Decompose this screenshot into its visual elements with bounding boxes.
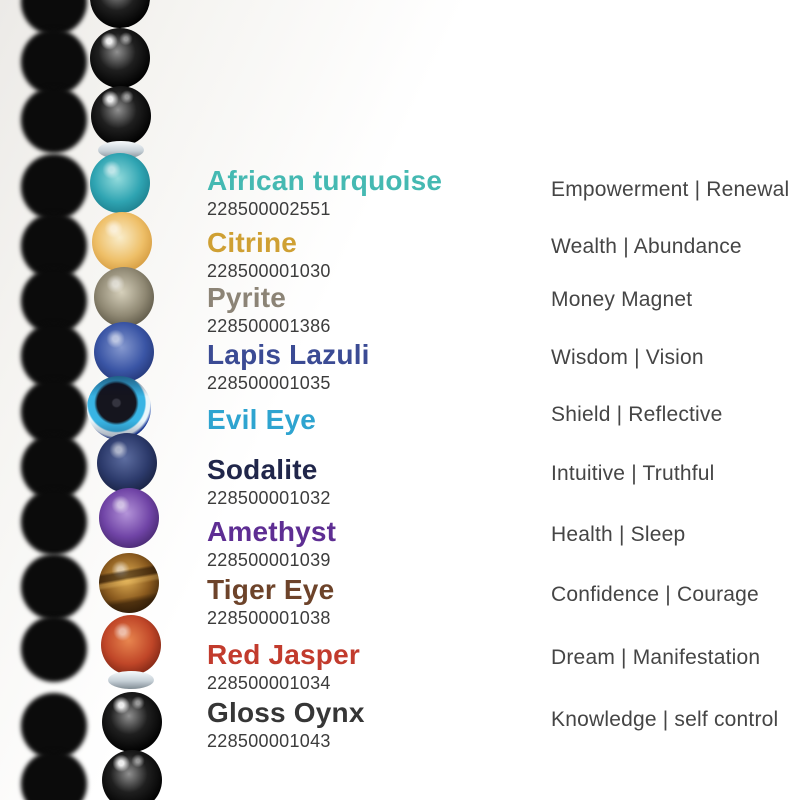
black-onyx-bead <box>90 28 150 88</box>
stone-row-lapis-lazuli: Lapis Lazuli 228500001035 <box>207 339 370 393</box>
bead-shadow <box>21 489 87 555</box>
black-onyx-bead <box>91 86 151 146</box>
stone-meaning: Empowerment | Renewal <box>551 178 790 201</box>
stone-row-red-jasper: Red Jasper 228500001034 <box>207 639 360 693</box>
black-onyx-bead <box>90 0 150 28</box>
stone-name: Tiger Eye <box>207 574 335 605</box>
stone-row-sodalite: Sodalite 228500001032 <box>207 454 331 508</box>
lapis-lazuli-bead <box>94 322 154 382</box>
bead-shadow <box>21 616 87 682</box>
stone-name: Citrine <box>207 227 298 258</box>
stone-meaning: Dream | Manifestation <box>551 646 761 669</box>
stone-row-gloss-oynx: Gloss Oynx 228500001043 <box>207 697 365 751</box>
bead-shadow <box>21 154 87 220</box>
stone-row-citrine: Citrine 228500001030 <box>207 227 331 281</box>
stone-meaning: Shield | Reflective <box>551 403 723 426</box>
stone-name: Lapis Lazuli <box>207 339 370 370</box>
stone-sku: 228500001386 <box>207 316 331 336</box>
citrine-bead <box>92 212 152 272</box>
bead-shadow <box>21 29 87 95</box>
african-turquoise-bead <box>90 153 150 213</box>
silver-spacer-bead <box>108 671 154 689</box>
tiger-eye-bead <box>99 553 159 613</box>
stone-name: Red Jasper <box>207 639 360 670</box>
pyrite-bead <box>94 267 154 327</box>
stone-name: Evil Eye <box>207 404 317 435</box>
stone-name: African turquoise <box>207 165 443 196</box>
stone-name: Amethyst <box>207 516 337 547</box>
stone-row-evil-eye: Evil Eye <box>207 405 316 435</box>
stone-name: Pyrite <box>207 282 287 313</box>
stone-sku: 228500001030 <box>207 261 331 281</box>
sodalite-bead <box>97 433 157 493</box>
stone-sku: 228500001043 <box>207 731 331 751</box>
stone-sku: 228500001034 <box>207 673 331 693</box>
bead-shadow <box>21 323 87 389</box>
stone-sku: 228500001035 <box>207 373 331 393</box>
bead-shadow <box>21 751 87 800</box>
stone-row-tiger-eye: Tiger Eye 228500001038 <box>207 574 335 628</box>
stone-meaning: Wisdom | Vision <box>551 346 704 369</box>
bead-shadow <box>21 693 87 759</box>
stone-sku: 228500001039 <box>207 550 331 570</box>
evil-eye-bead <box>87 376 151 440</box>
stone-sku: 228500001038 <box>207 608 331 628</box>
stone-row-african-turquoise: African turquoise 228500002551 <box>207 165 443 219</box>
black-onyx-bead <box>102 692 162 752</box>
stone-meaning: Confidence | Courage <box>551 583 759 606</box>
stone-sku: 228500002551 <box>207 199 331 219</box>
amethyst-bead <box>99 488 159 548</box>
stone-meaning: Health | Sleep <box>551 523 686 546</box>
black-onyx-bead <box>102 750 162 800</box>
stone-name: Gloss Oynx <box>207 697 365 728</box>
red-jasper-bead <box>101 615 161 675</box>
stone-meaning: Wealth | Abundance <box>551 235 742 258</box>
stone-name: Sodalite <box>207 454 318 485</box>
bead-shadow <box>21 554 87 620</box>
stone-meaning: Knowledge | self control <box>551 708 779 731</box>
stone-sku: 228500001032 <box>207 488 331 508</box>
stone-row-pyrite: Pyrite 228500001386 <box>207 282 331 336</box>
stone-row-amethyst: Amethyst 228500001039 <box>207 516 337 570</box>
stone-meaning: Intuitive | Truthful <box>551 462 715 485</box>
bead-shadow <box>21 87 87 153</box>
stone-meaning: Money Magnet <box>551 288 693 311</box>
